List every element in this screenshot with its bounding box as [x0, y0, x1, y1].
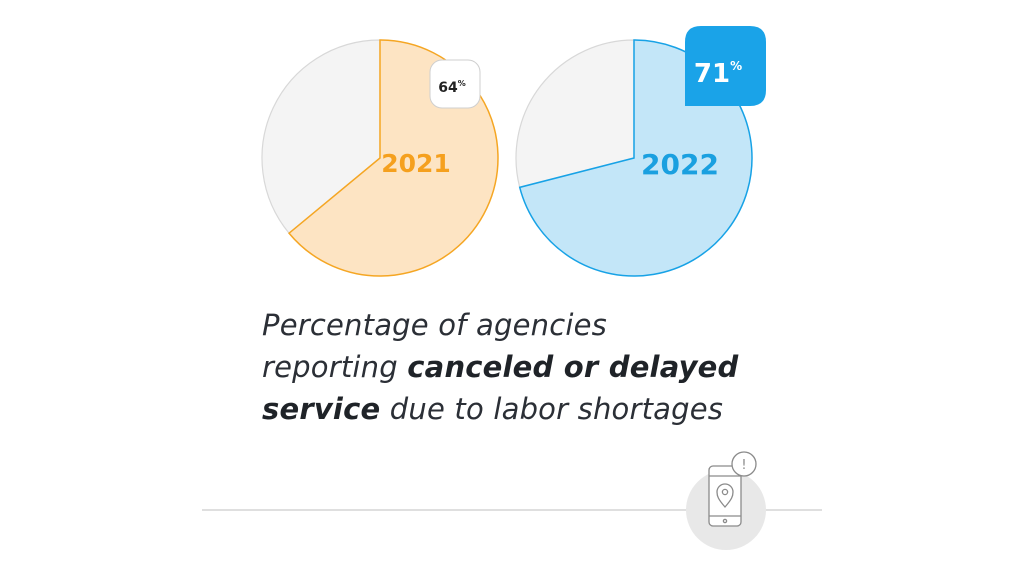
pie-2022-percent-value: 71	[694, 59, 730, 89]
caption-line-2-start: reporting	[262, 350, 408, 384]
caption-line-2-bold: canceled or delayed	[407, 350, 739, 384]
pie-2021-year-label: 2021	[381, 149, 451, 178]
pie-2021-percent-value: 64	[438, 80, 458, 96]
caption-line-2: reporting canceled or delayed	[262, 346, 822, 388]
pie-2022-year-label: 2022	[641, 148, 719, 181]
pie-2022-remainder-slice	[515, 39, 635, 189]
pie-2021-percent-unit: %	[458, 79, 466, 88]
pie-2022-percent-unit: %	[730, 59, 742, 73]
pie-2022-percent-badge: 71%	[685, 26, 766, 106]
alert-exclamation: !	[741, 458, 746, 473]
caption-line-1: Percentage of agencies	[262, 308, 607, 342]
pie-2021: 2021 64%	[261, 39, 499, 277]
caption-line-3-end: due to labor shortages	[380, 392, 724, 426]
phone-location-alert-icon: !	[686, 451, 766, 550]
svg-text:71%: 71%	[694, 59, 742, 89]
pie-2022: 2022 71%	[515, 26, 766, 277]
pie-2021-percent-badge: 64%	[429, 59, 481, 109]
caption-line-3: service due to labor shortages	[262, 388, 822, 430]
caption-line-3-bold: service	[262, 392, 381, 426]
pie-2021-remainder-slice	[261, 39, 381, 235]
chart-caption: Percentage of agencies reporting cancele…	[262, 304, 822, 430]
svg-text:64%: 64%	[438, 79, 466, 96]
